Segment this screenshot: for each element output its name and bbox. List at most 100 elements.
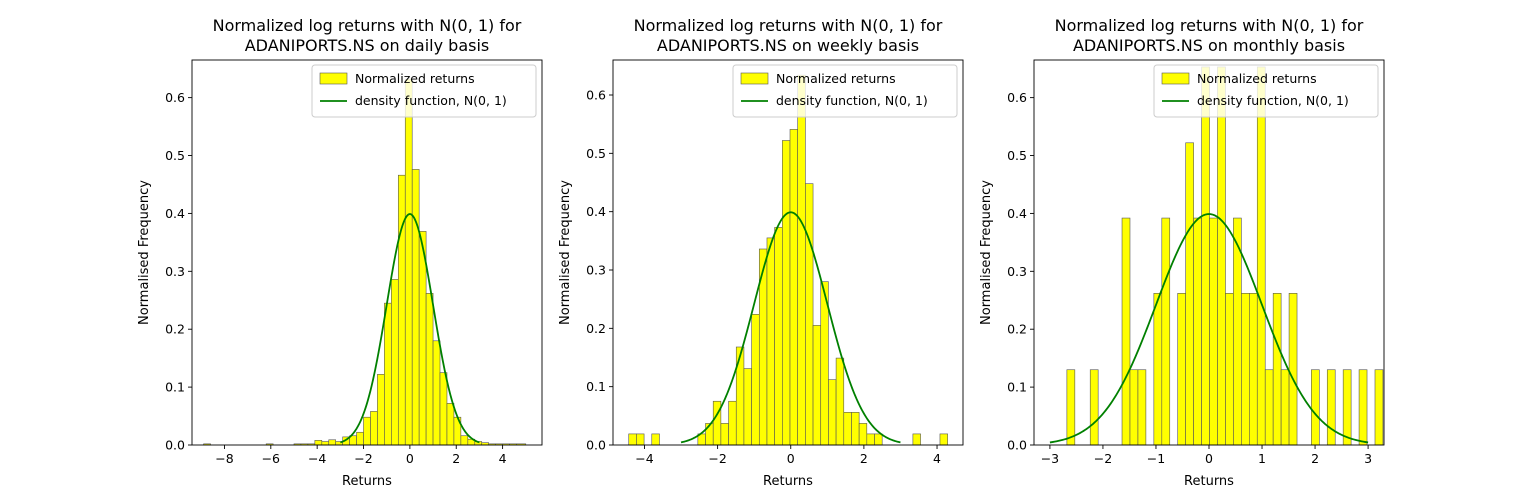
y-tick-label: 0.2 bbox=[165, 322, 185, 337]
x-tick-label: −2 bbox=[354, 451, 372, 466]
chart-title-line: Normalized log returns with N(0, 1) for bbox=[213, 16, 522, 35]
histogram-bar bbox=[874, 433, 883, 446]
legend-box bbox=[732, 64, 958, 118]
histogram-bar bbox=[843, 412, 852, 446]
histogram-bar bbox=[636, 433, 645, 446]
x-tick-label: 0 bbox=[406, 451, 414, 466]
histogram-bar bbox=[812, 325, 822, 446]
histogram-bar bbox=[628, 433, 637, 446]
histogram-bar bbox=[866, 433, 875, 446]
histogram-bar bbox=[728, 400, 737, 446]
chart-title-line: ADANIPORTS.NS on daily basis bbox=[245, 36, 490, 55]
x-tick-label: −8 bbox=[215, 451, 233, 466]
histogram-bar bbox=[1256, 66, 1266, 446]
histogram-bar bbox=[1374, 369, 1384, 446]
histogram-bar bbox=[377, 374, 385, 446]
y-tick-label: 0.1 bbox=[586, 379, 606, 394]
histogram-bar bbox=[446, 403, 455, 446]
y-tick-label: 0.0 bbox=[1007, 438, 1027, 453]
x-tick-label: 4 bbox=[499, 451, 507, 466]
histogram-bar bbox=[1137, 369, 1147, 446]
x-tick-label: 2 bbox=[860, 451, 868, 466]
histogram-bar bbox=[391, 279, 399, 446]
chart-panel-1: −8 −6 −4 −2 0 2 4 0.0 0.1 0.2 0.3 0.4 0.5 0.6 Returns N… bbox=[137, 16, 543, 489]
y-tick-label: 0.3 bbox=[586, 263, 606, 278]
histogram-bar bbox=[363, 416, 371, 446]
histogram-bar bbox=[328, 439, 337, 446]
histogram-bar bbox=[1326, 369, 1336, 446]
y-axis-label: Normalised Frequency bbox=[558, 180, 573, 325]
histogram-bar bbox=[828, 379, 837, 446]
legend-swatch-histogram bbox=[1161, 72, 1190, 85]
x-tick-label: 3 bbox=[1364, 451, 1372, 466]
histogram-bar bbox=[370, 411, 378, 446]
chart-title-line: ADANIPORTS.NS on weekly basis bbox=[657, 36, 919, 55]
histogram-bar bbox=[1201, 66, 1210, 446]
y-tick-label: 0.1 bbox=[165, 380, 185, 395]
histogram-bar bbox=[1193, 217, 1202, 446]
histogram-bar bbox=[1217, 66, 1226, 446]
density-curve bbox=[340, 213, 480, 444]
axes-frame bbox=[191, 59, 543, 446]
x-tick-label: 2 bbox=[1311, 451, 1319, 466]
legend: Normalized returns density function, N(0,… bbox=[1153, 64, 1379, 118]
x-tick-label: −4 bbox=[308, 451, 326, 466]
histogram-bar bbox=[1342, 369, 1352, 446]
histogram-bar bbox=[835, 357, 845, 446]
histogram-bar bbox=[1241, 293, 1250, 446]
density-curve bbox=[1049, 213, 1369, 444]
histogram-bar bbox=[384, 302, 392, 446]
y-tick-label: 0.3 bbox=[1007, 264, 1027, 279]
chart-title-line: Normalized log returns with N(0, 1) for bbox=[634, 16, 943, 35]
histogram-bar bbox=[720, 423, 729, 446]
legend-label: density function, N(0, 1) bbox=[1197, 93, 1349, 108]
histogram-bars bbox=[1066, 66, 1384, 446]
histogram-bar bbox=[1177, 293, 1186, 446]
histogram-bar bbox=[789, 129, 798, 446]
legend-label: Normalized returns bbox=[1197, 71, 1317, 86]
chart-title-line: Normalized log returns with N(0, 1) for bbox=[1055, 16, 1364, 35]
histogram-bar bbox=[321, 441, 330, 446]
y-tick-label: 0.0 bbox=[586, 438, 606, 453]
y-tick-label: 0.6 bbox=[165, 90, 185, 105]
x-tick-label: −3 bbox=[1041, 451, 1059, 466]
histogram-bar bbox=[1066, 369, 1076, 446]
histogram-bar bbox=[411, 169, 420, 446]
legend: Normalized returns density function, N(0,… bbox=[732, 64, 958, 118]
y-tick-label: 0.5 bbox=[1007, 148, 1027, 163]
y-tick-label: 0.4 bbox=[165, 206, 185, 221]
legend-label: Normalized returns bbox=[355, 71, 475, 86]
histogram-bar bbox=[356, 431, 364, 446]
histogram-bar bbox=[782, 140, 791, 446]
histogram-bar bbox=[1264, 369, 1274, 446]
legend-box bbox=[311, 64, 537, 118]
histogram-bar bbox=[1089, 369, 1099, 446]
x-tick-label: −2 bbox=[1094, 451, 1112, 466]
chart-title-line: ADANIPORTS.NS on monthly basis bbox=[1073, 36, 1345, 55]
legend-box bbox=[1153, 64, 1379, 118]
legend: Normalized returns density function, N(0,… bbox=[311, 64, 537, 118]
chart-panel-3: −3 −2 −1 0 1 2 3 0.0 0.1 0.2 0.3 0.4 0.5 0.6 Returns No… bbox=[979, 16, 1385, 489]
histogram-bar bbox=[1209, 217, 1218, 446]
x-tick-label: 0 bbox=[787, 451, 795, 466]
histogram-bar bbox=[314, 440, 323, 446]
y-tick-label: 0.5 bbox=[586, 146, 606, 161]
y-tick-label: 0.6 bbox=[1007, 90, 1027, 105]
x-tick-label: −1 bbox=[1147, 451, 1165, 466]
x-tick-label: −4 bbox=[635, 451, 653, 466]
histogram-bar bbox=[805, 183, 814, 446]
histogram-bar bbox=[1153, 293, 1163, 446]
histogram-bar bbox=[1185, 142, 1194, 446]
histogram-bar bbox=[1121, 217, 1131, 446]
histogram-bar bbox=[774, 227, 783, 446]
y-tick-label: 0.2 bbox=[1007, 322, 1027, 337]
histogram-bar bbox=[439, 372, 448, 446]
x-tick-label: 4 bbox=[933, 451, 941, 466]
x-tick-label: 2 bbox=[452, 451, 460, 466]
x-tick-label: 1 bbox=[1258, 451, 1266, 466]
histogram-bar bbox=[1280, 369, 1290, 446]
histogram-bar bbox=[1311, 369, 1320, 446]
histogram-bar bbox=[432, 340, 441, 446]
legend-label: density function, N(0, 1) bbox=[355, 93, 507, 108]
histogram-bar bbox=[1161, 217, 1171, 446]
